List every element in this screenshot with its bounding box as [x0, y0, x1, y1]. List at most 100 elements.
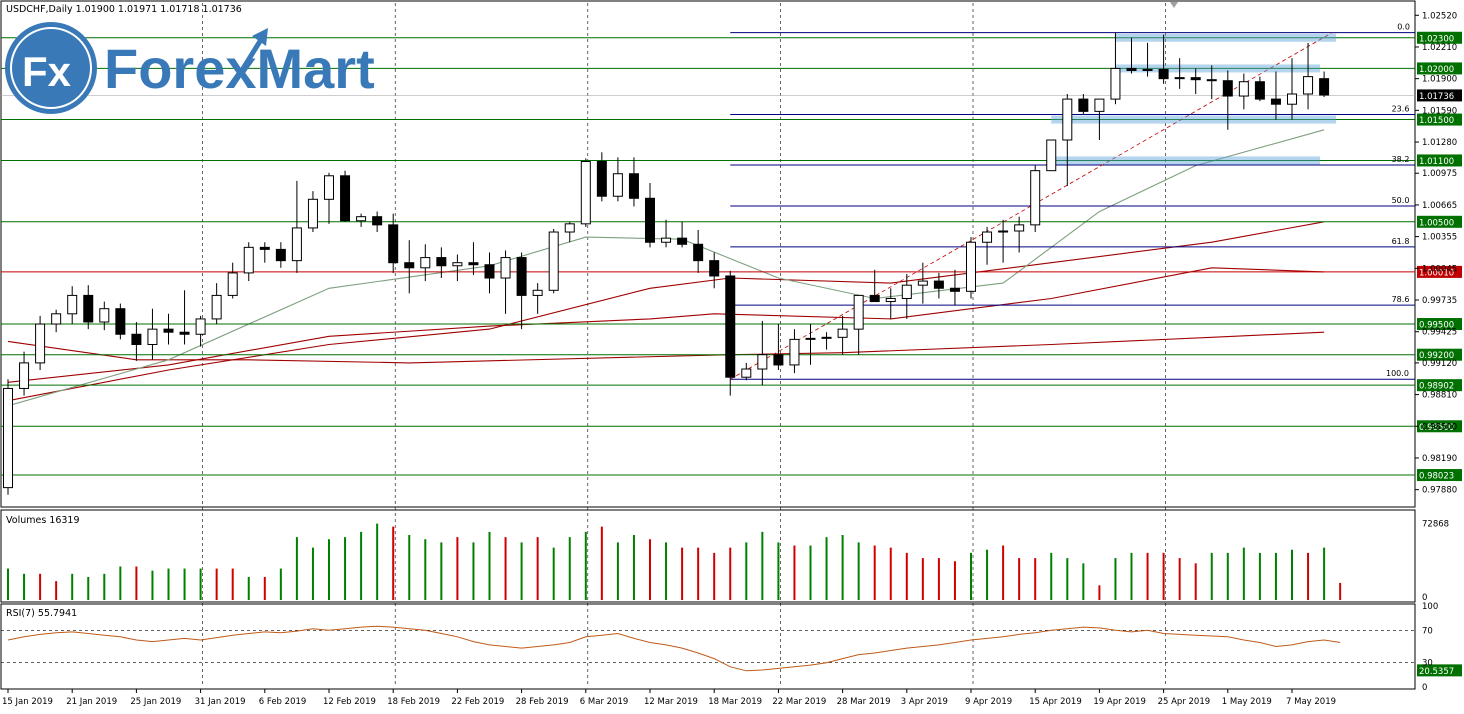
time-axis: 15 Jan 2019 21 Jan 2019 25 Jan 2019 31 Jan …: [2, 689, 1336, 707]
candle-body: [1190, 77, 1201, 81]
level-tag-label: 1.00500: [1419, 218, 1454, 228]
level-tag: [1417, 348, 1462, 361]
candle-body: [131, 333, 142, 345]
candle-body: [147, 328, 158, 345]
level-tag-label: 1.01500: [1419, 116, 1454, 126]
candle-body: [773, 354, 784, 366]
candle-body: [1238, 81, 1249, 97]
current-price-tag: [1417, 89, 1462, 102]
rsi-path: [7, 625, 1341, 672]
time-tick-label: 12 Mar 2019: [644, 697, 698, 707]
candle-body: [275, 248, 286, 262]
price-zone: [1051, 115, 1337, 124]
candle-body: [1110, 67, 1121, 100]
candle-body: [356, 216, 367, 222]
level-tag-label: 0.98023: [1419, 472, 1454, 482]
price-zone: [1115, 33, 1337, 42]
candle-body: [982, 231, 993, 243]
candle-body: [243, 246, 254, 274]
candle-body: [99, 308, 110, 323]
candle-body: [452, 262, 463, 267]
fib-level-label: 38.2: [1392, 155, 1410, 164]
time-tick-label: 25 Jan 2019: [130, 697, 181, 707]
time-tick-label: 21 Jan 2019: [66, 697, 117, 707]
candle-body: [340, 175, 351, 222]
candle-body: [966, 241, 976, 292]
level-tag: [1417, 379, 1462, 392]
candle-body: [596, 160, 607, 197]
fib-level-label: 100.0: [1386, 369, 1409, 378]
candle-body: [259, 246, 270, 250]
time-tick-label: 6 Feb 2019: [259, 697, 307, 707]
fibonacci-retracement: 0.0 23.6 38.2 50.0 61.8 78.6 100.0: [730, 23, 1415, 380]
candle-body: [1319, 78, 1330, 96]
price-tick-label: 1.02210: [1422, 43, 1457, 53]
price-tick-label: 1.00975: [1422, 169, 1457, 179]
fib-level-label: 50.0: [1392, 196, 1410, 205]
price-tick-label: 1.02520: [1422, 11, 1457, 21]
fib-trend-line: [730, 32, 1333, 380]
candle-body: [612, 173, 623, 197]
moving-average-line: [7, 267, 1325, 383]
candlesticks: [3, 32, 1330, 495]
candle-body: [404, 262, 415, 269]
price-tick-label: 1.00045: [1422, 264, 1457, 274]
level-tag-label: 1.01100: [1419, 157, 1454, 167]
candle-body: [805, 337, 816, 340]
price-tick-label: 0.99735: [1422, 296, 1457, 306]
candle-body: [661, 237, 672, 243]
candle-body: [917, 280, 928, 286]
time-tick-label: 28 Mar 2019: [837, 697, 891, 707]
time-tick-label: 6 Mar 2019: [580, 697, 628, 707]
candle-body: [548, 231, 559, 291]
candle-body: [821, 336, 832, 339]
time-tick-label: 7 May 2019: [1286, 697, 1336, 707]
candle-body: [580, 160, 591, 225]
time-tick-label: 19 Apr 2019: [1093, 697, 1146, 707]
price-tick-label: 0.99120: [1422, 359, 1457, 369]
candle-body: [1094, 98, 1105, 112]
candle-body: [1030, 170, 1041, 226]
candle-body: [741, 368, 752, 378]
candle-body: [1126, 67, 1137, 71]
moving-averages: [7, 129, 1325, 407]
time-tick-label: 25 Apr 2019: [1158, 697, 1211, 707]
volume-bars: [7, 523, 1342, 600]
price-zones: [1051, 33, 1337, 165]
time-tick-label: 12 Feb 2019: [323, 697, 376, 707]
candle-body: [645, 197, 655, 243]
rsi-value-label: 20.5357: [1419, 667, 1454, 677]
candle-body: [115, 308, 126, 335]
grid-layer: [202, 3, 1166, 687]
price-tick-label: 1.00355: [1422, 233, 1457, 243]
time-tick-label: 22 Mar 2019: [772, 697, 826, 707]
level-tag: [1417, 113, 1462, 126]
logo-circle: [5, 22, 97, 114]
candle-body: [1270, 98, 1281, 105]
symbol-info: USDCHF,Daily 1.01900 1.01971 1.01718 1.0…: [6, 4, 242, 15]
time-tick-label: 28 Feb 2019: [516, 697, 569, 707]
fib-level-label: 78.6: [1392, 295, 1410, 304]
level-tag: [1417, 154, 1462, 167]
rsi-panel-frame: [0, 603, 1416, 690]
price-tick-label: 0.98810: [1422, 391, 1457, 401]
price-tick-label: 1.00665: [1422, 201, 1457, 211]
candle-body: [725, 275, 736, 378]
candle-body: [468, 262, 479, 266]
candle-body: [420, 257, 431, 269]
candle-body: [19, 362, 30, 389]
logo-ring: [10, 27, 92, 109]
shift-marker-icon[interactable]: [1170, 2, 1178, 8]
candle-body: [677, 237, 688, 245]
price-zone: [1115, 64, 1321, 73]
time-tick-label: 1 May 2019: [1222, 697, 1272, 707]
current-price-label: 1.01736: [1419, 92, 1454, 102]
candle-body: [885, 297, 896, 303]
candle-body: [83, 294, 94, 323]
candle-body: [163, 328, 174, 333]
candle-body: [949, 287, 960, 292]
level-tag: [1417, 469, 1462, 482]
rsi-tick-label: 70: [1422, 626, 1433, 636]
